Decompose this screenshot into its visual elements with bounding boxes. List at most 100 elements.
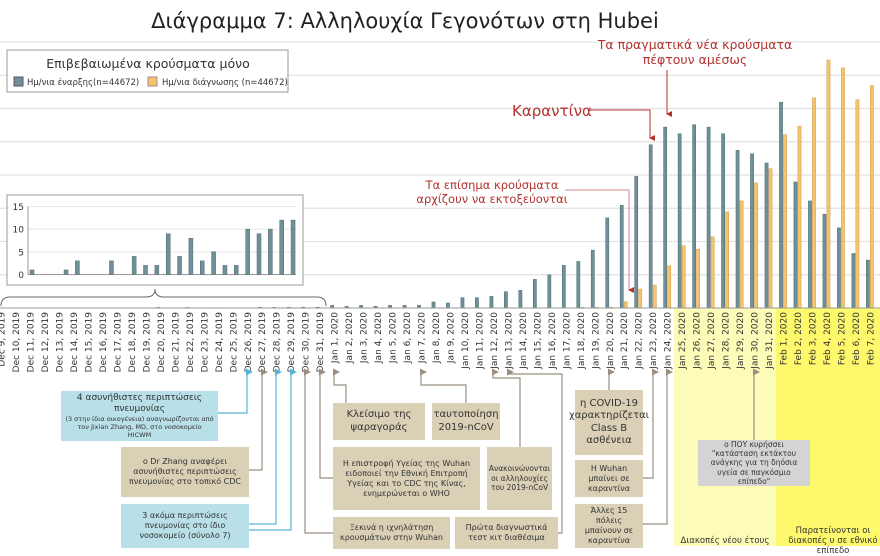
x-tick-label: Feb 4, 2020 bbox=[823, 312, 833, 365]
bar-onset-jan-27-2020 bbox=[707, 127, 710, 308]
svg-text:Τα πραγματικά νέα κρούσματα: Τα πραγματικά νέα κρούσματα bbox=[597, 37, 793, 52]
bar-diagnosis-jan-29-2020 bbox=[740, 201, 743, 308]
inset-bar-dec-8 bbox=[30, 270, 34, 275]
x-tick-label: Jan 9, 2020 bbox=[446, 312, 456, 364]
bar-diagnosis-jan-27-2020 bbox=[711, 237, 714, 308]
bar-diagnosis-jan-31-2020 bbox=[769, 169, 772, 308]
inset-bar-dec-15 bbox=[109, 261, 113, 275]
x-tick-label: Jan 12, 2020 bbox=[490, 312, 500, 370]
bar-diagnosis-jan-23-2020 bbox=[653, 285, 656, 308]
legend-label-onset: Ημ/νια έναρξης(n=44672) bbox=[27, 77, 139, 88]
bar-diagnosis-jan-21-2020 bbox=[624, 302, 627, 308]
inset-bar-dec-23 bbox=[200, 261, 204, 275]
x-tick-label: Feb 5, 2020 bbox=[837, 312, 847, 365]
bar-onset-jan-8-2020 bbox=[432, 302, 435, 308]
x-tick-label: Jan 30, 2020 bbox=[751, 312, 761, 370]
inset-bar-dec-31 bbox=[291, 220, 295, 274]
holiday-label-new-year: Διακοπές νέου έτους bbox=[680, 536, 770, 546]
x-tick-label: Jan 7, 2020 bbox=[418, 312, 428, 364]
x-tick-label: Dec 21, 2019 bbox=[171, 312, 181, 373]
bar-onset-feb-7-2020 bbox=[866, 260, 869, 308]
bar-diagnosis-feb-3-2020 bbox=[812, 98, 815, 308]
inset-bar-dec-17 bbox=[132, 256, 136, 274]
x-tick-label: Jan 28, 2020 bbox=[722, 312, 732, 370]
event-who-emergency: ο ΠΟΥ κυρήσσει "κατάσταση εκτάκτου ανάγκ… bbox=[698, 440, 810, 486]
event-connectors bbox=[218, 372, 754, 533]
annotation-official-cases: Τα επίσημα κρούσματα αρχίζουν να εκτοξεύ… bbox=[416, 178, 567, 206]
chart-title: Διάγραμμα 7: Αλληλουχία Γεγονότων στη Hu… bbox=[151, 9, 659, 33]
x-tick-label: Dec 24, 2019 bbox=[215, 312, 225, 373]
x-tick-label: Dec 27, 2019 bbox=[258, 312, 268, 373]
event-test-kits: Πρώτα διαγνωστικά τεστ κιτ διαθέσιμα bbox=[455, 517, 558, 549]
x-tick-label: Dec 19, 2019 bbox=[142, 312, 152, 373]
x-tick-label: Dec 25, 2019 bbox=[229, 312, 239, 373]
event-three-more-cases: 3 ακόμα περιπτώσεις πνευμονίας στο ίδιο … bbox=[121, 504, 249, 548]
bar-onset-jan-14-2020 bbox=[519, 290, 522, 308]
bar-diagnosis-feb-1-2020 bbox=[783, 135, 786, 308]
x-tick-label: Jan 27, 2020 bbox=[707, 312, 717, 370]
inset-bar-dec-27 bbox=[246, 229, 250, 274]
bar-onset-jan-23-2020 bbox=[649, 145, 652, 308]
x-tick-label: Dec 17, 2019 bbox=[113, 312, 123, 373]
bar-onset-feb-5-2020 bbox=[837, 228, 840, 308]
event-2019ncov-identified: ταυτοποίηση 2019-nCoV bbox=[432, 403, 500, 440]
x-tick-label: Jan 16, 2020 bbox=[548, 312, 558, 370]
x-tick-label: Jan 22, 2020 bbox=[635, 312, 645, 370]
bar-diagnosis-jan-25-2020 bbox=[682, 246, 685, 308]
bar-diagnosis-jan-22-2020 bbox=[639, 289, 642, 308]
x-tick-label: Feb 6, 2020 bbox=[852, 312, 862, 365]
inset-bar-dec-28 bbox=[257, 234, 261, 275]
bar-diagnosis-feb-7-2020 bbox=[870, 86, 873, 308]
inset-bar-dec-11 bbox=[64, 270, 68, 275]
x-tick-label: Jan 24, 2020 bbox=[664, 312, 674, 370]
x-tick-label: Jan 2, 2020 bbox=[345, 312, 355, 364]
bar-onset-jan-13-2020 bbox=[504, 292, 507, 308]
inset-bar-dec-22 bbox=[189, 238, 193, 274]
legend-swatch-onset bbox=[14, 77, 23, 86]
x-tick-label: Jan 29, 2020 bbox=[736, 312, 746, 370]
bar-onset-jan-28-2020 bbox=[722, 134, 725, 308]
event-sequences-published: Ανακοινώνονται οι αλληλουχίες του 2019-n… bbox=[487, 447, 552, 510]
x-tick-label: Dec 22, 2019 bbox=[186, 312, 196, 373]
bar-diagnosis-jan-26-2020 bbox=[697, 249, 700, 308]
bar-onset-feb-3-2020 bbox=[808, 201, 811, 308]
holiday-label-extended: Παρατείνονται οι διακοπές υ σε εθνικό επ… bbox=[778, 526, 880, 556]
bar-onset-feb-2-2020 bbox=[794, 182, 797, 308]
x-tick-label: Dec 16, 2019 bbox=[99, 312, 109, 373]
inset-bar-dec-18 bbox=[144, 265, 148, 274]
x-tick-label: Jan 10, 2020 bbox=[461, 312, 471, 370]
bar-onset-feb-4-2020 bbox=[823, 214, 826, 308]
x-tick-label: Feb 7, 2020 bbox=[866, 312, 876, 365]
x-tick-label: Jan 25, 2020 bbox=[678, 312, 688, 370]
x-tick-label: Dec 26, 2019 bbox=[244, 312, 254, 373]
bar-onset-feb-1-2020 bbox=[779, 102, 782, 308]
bar-onset-jan-19-2020 bbox=[591, 250, 594, 308]
legend: Επιβεβαιωμένα κρούσματα μόνο Ημ/νια έναρ… bbox=[7, 50, 288, 92]
inset-brace bbox=[1, 289, 326, 306]
x-tick-label: Jan 20, 2020 bbox=[606, 312, 616, 370]
x-tick-label: Dec 31, 2019 bbox=[316, 312, 326, 373]
x-tick-label: Jan 6, 2020 bbox=[403, 312, 413, 364]
x-tick-label: Jan 5, 2020 bbox=[389, 312, 399, 364]
x-tick-label: Dec 9, 2019 bbox=[0, 312, 8, 367]
event-text: 4 ασυνήθιστες περιπτώσεις πνευμονίας bbox=[65, 393, 214, 416]
x-tick-label: Dec 10, 2019 bbox=[12, 312, 22, 373]
event-wuhan-health-commission: Η επιστροφή Υγείας της Wuhan ειδοποιεί τ… bbox=[333, 447, 480, 510]
x-tick-label: Jan 4, 2020 bbox=[374, 312, 384, 364]
event-subtext: (3 στην ίδια οικογένεια) αναγνωρίζονται … bbox=[65, 415, 214, 439]
inset-bar-dec-26 bbox=[234, 265, 238, 274]
x-tick-label: Dec 28, 2019 bbox=[273, 312, 283, 373]
x-tick-label: Jan 26, 2020 bbox=[693, 312, 703, 370]
bar-diagnosis-jan-28-2020 bbox=[726, 212, 729, 308]
x-tick-label: Dec 11, 2019 bbox=[27, 312, 37, 373]
bar-onset-jan-12-2020 bbox=[490, 296, 493, 308]
bar-diagnosis-feb-5-2020 bbox=[841, 68, 844, 308]
event-wuhan-quarantine: Η Wuhan μπαίνει σε καραντίνα bbox=[575, 460, 643, 497]
x-tick-label: Jan 11, 2020 bbox=[475, 312, 485, 370]
bar-onset-jan-15-2020 bbox=[533, 279, 536, 308]
svg-text:αρχίζουν να εκτοξεύονται: αρχίζουν να εκτοξεύονται bbox=[416, 192, 567, 206]
x-tick-label: Dec 20, 2019 bbox=[157, 312, 167, 373]
svg-text:Τα επίσημα κρούσματα: Τα επίσημα κρούσματα bbox=[425, 178, 559, 192]
annotation-quarantine: Καραντίνα bbox=[512, 102, 592, 120]
annotation-real-cases: Τα πραγματικά νέα κρούσματα πέφτουν αμέσ… bbox=[597, 37, 793, 67]
